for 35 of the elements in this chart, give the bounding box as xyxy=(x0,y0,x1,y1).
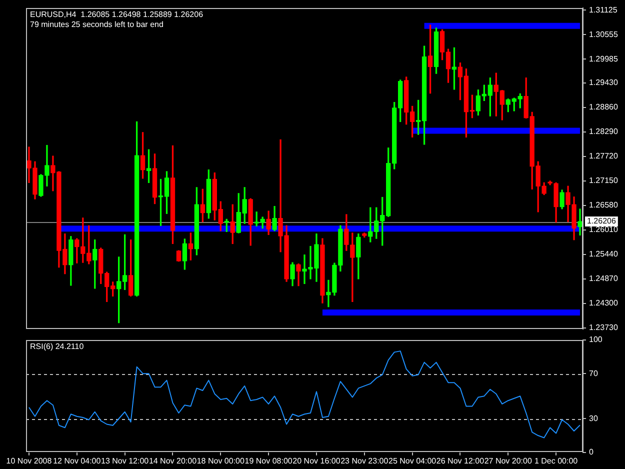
chart-title: RSI(6) 24.2110 xyxy=(30,342,84,352)
y-tick-label: 1.27150 xyxy=(589,176,618,186)
x-tick-label: 26 Nov 12:00 xyxy=(436,456,485,466)
x-tick-label: 14 Nov 20:00 xyxy=(148,456,198,466)
x-tick-label: 25 Nov 04:00 xyxy=(388,456,437,466)
y-tick-label: 0 xyxy=(589,448,594,457)
y-tick-label: 1.23730 xyxy=(589,323,618,332)
y-tick-label: 1.25440 xyxy=(589,250,618,259)
x-tick-label: 20 Nov 16:00 xyxy=(292,456,341,466)
y-tick-label: 1.24870 xyxy=(589,274,618,284)
y-tick-label: 100 xyxy=(589,335,603,344)
y-tick-label: 1.26580 xyxy=(589,200,618,210)
x-tick-label: 12 Nov 04:00 xyxy=(53,456,102,466)
y-tick-label: 1.27720 xyxy=(589,152,618,161)
y-tick-label: 1.31125 xyxy=(589,5,618,14)
text: 79 minutes 25 seconds left to bar end xyxy=(30,20,164,30)
x-tick-label: 10 Nov 2008 xyxy=(6,456,52,466)
y-tick-label: 1.26010 xyxy=(589,225,618,234)
x-tick-label: 19 Nov 08:00 xyxy=(244,456,293,466)
y-tick-label: 1.29985 xyxy=(589,54,618,64)
y-tick-label: 1.24300 xyxy=(589,298,618,308)
x-tick-label: 1 Dec 00:00 xyxy=(534,456,578,466)
y-tick-label: 1.28860 xyxy=(589,102,618,112)
x-tick-label: 13 Nov 12:00 xyxy=(101,456,150,466)
y-tick-label: 30 xyxy=(589,414,598,423)
y-tick-label: 1.28290 xyxy=(589,127,618,136)
x-tick-label: 18 Nov 00:00 xyxy=(196,456,245,466)
x-tick-label: 23 Nov 23:00 xyxy=(340,456,389,466)
ref-line-label: 1.26206 xyxy=(587,216,616,226)
chart-title: EURUSD,H4 1.26085 1.26498 1.25889 1.26206 xyxy=(30,10,204,20)
y-tick-label: 1.30555 xyxy=(589,30,618,39)
y-tick-label: 1.29430 xyxy=(589,78,618,88)
candlestick xyxy=(578,208,582,236)
y-tick-label: 70 xyxy=(589,368,598,378)
x-tick-label: 27 Nov 20:00 xyxy=(484,456,532,466)
